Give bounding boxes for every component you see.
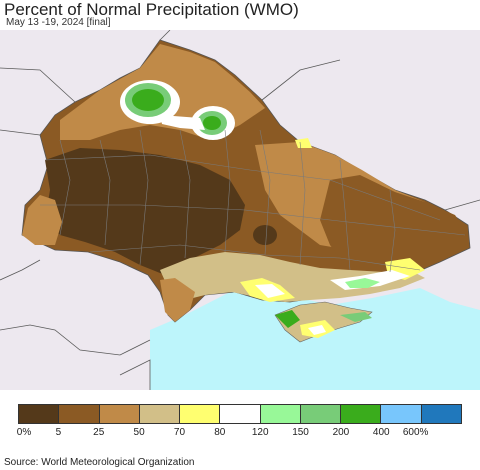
region-east-brown	[320, 175, 465, 270]
legend-swatch	[19, 405, 60, 423]
legend-swatch	[139, 405, 181, 423]
region-west-fringe	[22, 195, 62, 245]
yellow-spot-northeast	[295, 138, 312, 148]
legend-label: 70	[173, 427, 186, 438]
oblast-boundaries	[40, 129, 466, 273]
map-subtitle: May 13 -19, 2024 [final]	[6, 17, 111, 28]
wet-spot-north-core	[203, 116, 221, 130]
black-sea	[150, 288, 480, 390]
legend-labels: 0% 5 25 50 70 80 120 150 200 400 600%	[0, 427, 480, 441]
legend-swatch	[180, 405, 221, 423]
color-legend	[18, 404, 462, 424]
legend-label: 50	[133, 427, 145, 438]
map-title: Percent of Normal Precipitation (WMO)	[4, 0, 299, 19]
neighbor-borders	[0, 30, 480, 390]
white-patch-south	[255, 284, 285, 298]
legend-swatch	[99, 405, 140, 423]
legend-label: 400	[372, 427, 390, 438]
region-odesa	[160, 278, 195, 322]
legend-label: 5	[55, 427, 62, 438]
legend-swatch	[421, 405, 461, 423]
legend-label: 200	[332, 427, 350, 438]
dark-spot-dnipro	[253, 225, 277, 245]
legend-label: 600%	[402, 427, 429, 438]
white-band-north	[160, 115, 205, 130]
legend-swatch	[381, 405, 422, 423]
legend-swatch	[300, 405, 342, 423]
crimea-east-green	[340, 312, 372, 322]
legend-label: 0%	[16, 427, 32, 438]
legend-swatch	[220, 405, 261, 423]
precipitation-map	[0, 30, 480, 390]
legend-swatch	[260, 405, 301, 423]
legend-swatch	[341, 405, 382, 423]
legend-label: 120	[251, 427, 269, 438]
region-south	[160, 252, 425, 302]
green-patch-azov	[345, 278, 380, 288]
legend-swatch	[59, 405, 100, 423]
crimea-west-green	[275, 310, 300, 328]
wet-spot-northwest-core	[132, 89, 164, 111]
crimea-south-white	[308, 325, 326, 335]
legend-label: 150	[292, 427, 309, 438]
source-credit: Source: World Meteorological Organizatio…	[4, 457, 195, 468]
legend-label: 80	[214, 427, 226, 438]
legend-label: 25	[93, 427, 105, 438]
